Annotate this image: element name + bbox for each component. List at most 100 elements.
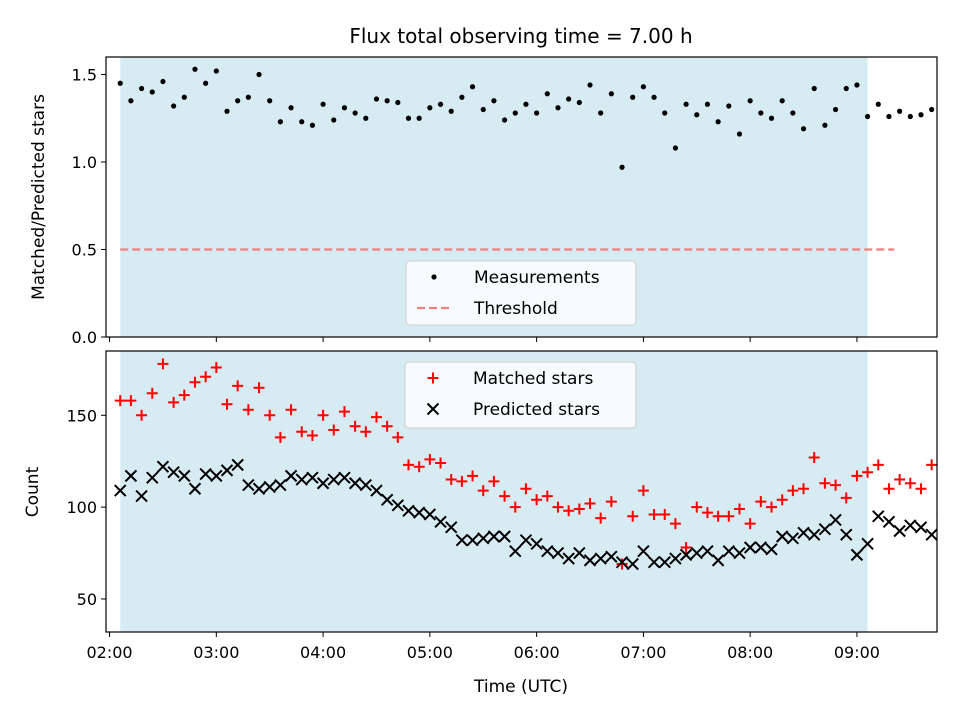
measurements-point <box>854 82 860 88</box>
x-tick-label: 08:00 <box>727 643 773 662</box>
matched-stars-point <box>627 510 639 522</box>
measurements-point <box>747 98 753 104</box>
predicted-stars-point <box>690 546 703 560</box>
predicted-stars-point <box>743 541 757 554</box>
predicted-stars-point <box>541 544 554 558</box>
measurements-point <box>758 110 764 116</box>
measurements-point <box>341 105 348 111</box>
matched-stars-point <box>306 429 318 441</box>
measurements-point <box>726 103 732 109</box>
matched-stars-point <box>392 431 404 443</box>
matched-stars-point <box>274 431 286 443</box>
matched-stars-point <box>136 409 148 421</box>
matched-stars-point <box>798 483 810 495</box>
predicted-stars-point <box>466 533 479 547</box>
top-panel: Flux total observing time = 7.00 h Match… <box>29 24 938 347</box>
measurements-point <box>598 110 604 116</box>
matched-stars-point <box>552 501 564 513</box>
predicted-stars-point <box>327 473 340 486</box>
predicted-stars-point <box>861 537 874 551</box>
predicted-stars-point <box>210 469 223 483</box>
measurements-point <box>918 112 924 118</box>
matched-stars-point <box>541 490 553 502</box>
matched-stars-point <box>744 518 756 530</box>
predicted-stars-point <box>434 515 447 529</box>
matched-stars-point <box>338 406 350 418</box>
matched-stars-point <box>648 508 660 520</box>
measurements-point <box>555 105 561 111</box>
measurements-point <box>501 117 508 123</box>
matched-stars-point <box>840 492 852 504</box>
predicted-stars-point <box>391 499 405 512</box>
predicted-stars-legend-label: Predicted stars <box>473 400 600 420</box>
predicted-stars-point <box>797 526 810 540</box>
predicted-stars-point <box>498 530 511 543</box>
matched-stars-point <box>413 461 425 473</box>
measurements-point <box>929 106 935 113</box>
predicted-stars-point <box>135 489 148 503</box>
predicted-stars-point <box>509 544 522 558</box>
measurements-point <box>779 98 785 104</box>
matched-stars-point <box>424 453 436 465</box>
measurements-point <box>811 85 817 92</box>
measurements-point <box>534 110 540 116</box>
measurements-point <box>875 101 881 107</box>
measurements-point <box>768 115 775 121</box>
top-y-axis-label: Matched/Predicted stars <box>29 94 49 300</box>
measurements-point <box>630 94 636 100</box>
matched-stars-point <box>477 485 489 497</box>
measurements-point <box>576 99 582 106</box>
predicted-stars-point <box>188 482 202 495</box>
data-layer <box>117 66 935 251</box>
matched-stars-point <box>584 497 596 509</box>
measurements-legend-label: Measurements <box>474 268 600 288</box>
matched-stars-point <box>499 490 511 502</box>
measurements-point <box>277 119 283 125</box>
matched-stars-point <box>435 457 447 469</box>
measurements-point <box>512 110 518 116</box>
predicted-stars-point <box>562 552 575 565</box>
measurements-point <box>480 106 486 113</box>
matched-stars-point <box>616 558 628 570</box>
predicted-stars-point <box>306 471 319 484</box>
matched-stars-point <box>819 477 831 489</box>
predicted-stars-point <box>583 554 597 567</box>
predicted-stars-point <box>487 530 501 543</box>
y-tick-label: 150 <box>66 406 97 425</box>
matched-stars-point <box>221 398 233 410</box>
predicted-stars-point <box>775 530 789 543</box>
matched-stars-point <box>456 475 468 487</box>
measurements-point <box>800 126 807 132</box>
matched-stars-point <box>146 387 158 399</box>
predicted-stars-point <box>872 510 885 523</box>
matched-stars-point <box>531 494 543 506</box>
matched-stars-point <box>787 485 799 497</box>
predicted-stars-point <box>647 556 661 569</box>
predicted-stars-point <box>146 471 159 484</box>
measurements-point <box>128 98 134 104</box>
predicted-stars-point <box>477 532 490 545</box>
measurements-point <box>907 113 913 120</box>
measurements-point <box>235 98 241 104</box>
measurements-point <box>363 115 369 121</box>
predicted-stars-point <box>701 544 714 558</box>
measurements-point <box>181 94 187 100</box>
predicted-stars-point <box>722 544 736 558</box>
matched-stars-point <box>520 483 532 495</box>
matched-stars-point <box>232 380 244 392</box>
x-tick-label: 06:00 <box>514 643 560 662</box>
matched-stars-point <box>755 496 767 508</box>
predicted-stars-point <box>402 504 415 517</box>
matched-stars-point <box>904 477 916 489</box>
predicted-stars-point <box>615 556 629 569</box>
predicted-stars-point <box>733 546 746 560</box>
predicted-stars-point <box>904 519 917 532</box>
x-axis-label: Time (UTC) <box>473 677 568 697</box>
measurements-legend-marker <box>431 274 437 280</box>
matched-stars-point <box>851 470 863 482</box>
data-layer <box>114 358 937 571</box>
predicted-stars-point <box>178 469 191 483</box>
predicted-stars-point <box>573 546 586 560</box>
matched-stars-point <box>242 404 254 416</box>
predicted-stars-point <box>626 557 639 571</box>
